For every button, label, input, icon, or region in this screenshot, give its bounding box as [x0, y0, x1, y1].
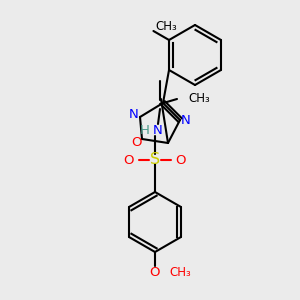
Text: O: O — [124, 154, 134, 166]
Text: N: N — [129, 109, 139, 122]
Text: CH₃: CH₃ — [188, 92, 210, 106]
Text: N: N — [181, 113, 191, 127]
Text: O: O — [176, 154, 186, 166]
Text: N: N — [153, 124, 163, 136]
Text: CH₃: CH₃ — [155, 20, 177, 34]
Text: CH₃: CH₃ — [169, 266, 191, 278]
Text: O: O — [132, 136, 142, 148]
Text: S: S — [150, 152, 160, 167]
Text: H: H — [140, 124, 150, 136]
Text: O: O — [150, 266, 160, 278]
